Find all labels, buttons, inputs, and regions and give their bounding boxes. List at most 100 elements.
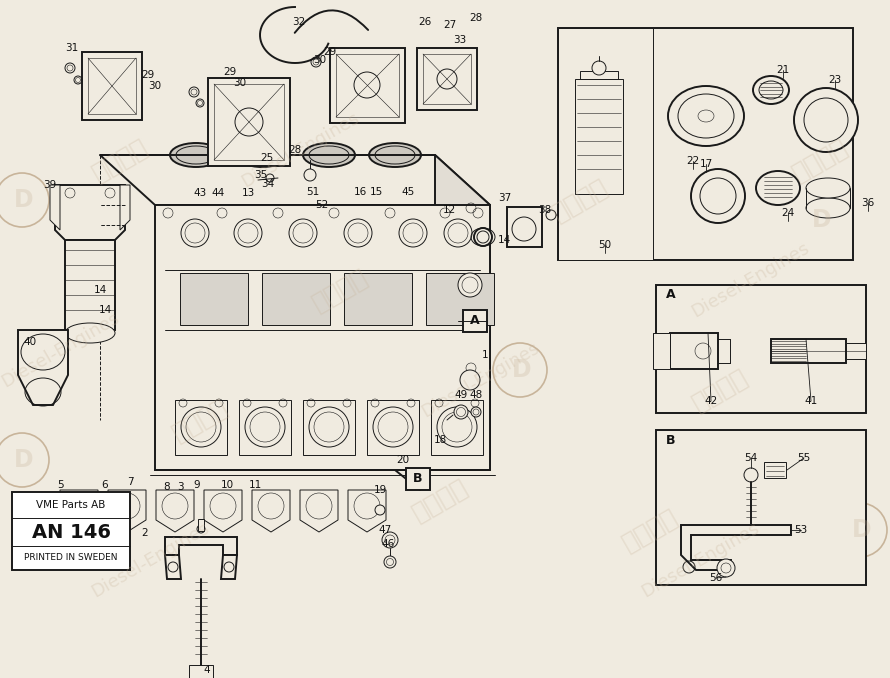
Polygon shape [300,490,338,532]
Text: 16: 16 [353,187,367,197]
Bar [423,54,471,104]
Polygon shape [670,333,718,369]
Polygon shape [100,155,490,205]
Text: 7: 7 [126,477,134,487]
Text: 4: 4 [204,665,210,675]
Text: 5: 5 [57,480,63,490]
Text: 45: 45 [401,187,415,197]
Text: 49: 49 [455,390,467,400]
Circle shape [234,219,262,247]
Circle shape [309,407,349,447]
Circle shape [546,210,556,220]
Text: 38: 38 [538,205,552,215]
Text: 29: 29 [323,47,336,57]
Text: 33: 33 [453,35,466,45]
Text: D: D [813,208,832,232]
Text: 44: 44 [212,188,224,198]
Text: Diesel-Engines: Diesel-Engines [638,519,762,601]
Text: 1: 1 [481,350,489,360]
Bar [580,71,618,79]
Text: D: D [14,448,34,472]
Polygon shape [413,483,420,490]
Circle shape [382,532,398,548]
Bar [426,273,494,325]
Circle shape [245,407,285,447]
Polygon shape [55,185,125,240]
Text: 31: 31 [65,43,78,53]
Bar [558,28,853,260]
Ellipse shape [678,94,734,138]
Text: 25: 25 [261,153,273,163]
Bar [344,273,412,325]
Bar [771,339,846,363]
Text: 紫发动力: 紫发动力 [408,475,472,525]
Text: D: D [512,358,532,382]
Text: D: D [853,518,872,542]
Text: 51: 51 [306,187,320,197]
Circle shape [375,505,385,515]
Circle shape [289,219,317,247]
Bar [12,492,130,570]
Text: B: B [666,433,676,447]
Text: 紫发动力: 紫发动力 [548,175,612,225]
Circle shape [794,88,858,152]
Bar [189,665,213,678]
Text: 13: 13 [241,188,255,198]
Text: 28: 28 [469,13,482,23]
Text: Diesel-Engines: Diesel-Engines [688,239,813,321]
Text: Diesel-Engines: Diesel-Engines [238,109,362,191]
Text: 30: 30 [233,78,247,88]
Text: 8: 8 [164,482,170,492]
Text: 紫发动力: 紫发动力 [788,135,852,185]
Circle shape [744,468,758,482]
Bar [336,54,399,117]
Text: 17: 17 [700,159,713,169]
Bar [575,79,623,194]
Bar [330,48,405,123]
Bar [431,400,483,455]
Text: 2: 2 [142,528,149,538]
Circle shape [399,219,427,247]
Bar [653,333,670,369]
Ellipse shape [170,143,222,167]
Bar [656,285,866,413]
Text: 52: 52 [315,200,328,210]
Circle shape [691,169,745,223]
Text: 56: 56 [709,573,723,583]
Text: 47: 47 [378,525,392,535]
Text: 43: 43 [193,188,206,198]
Text: 30: 30 [313,55,327,65]
Text: 紫发动力: 紫发动力 [618,504,682,555]
Text: VME Parts AB: VME Parts AB [36,500,106,510]
Circle shape [444,219,472,247]
Text: 27: 27 [443,20,457,30]
Circle shape [592,61,606,75]
Text: D: D [14,188,34,212]
Text: 37: 37 [498,193,512,203]
Text: Diesel-Engines: Diesel-Engines [88,519,212,601]
Bar [175,400,227,455]
Ellipse shape [369,143,421,167]
Text: 6: 6 [101,480,109,490]
Circle shape [458,273,482,297]
Polygon shape [348,490,386,532]
Text: 50: 50 [598,240,611,250]
Text: AN 146: AN 146 [31,523,110,542]
Bar [507,207,542,247]
Text: 10: 10 [221,480,233,490]
Polygon shape [165,555,181,579]
Text: B: B [413,473,423,485]
Bar [208,78,290,166]
Bar [406,468,430,490]
Text: 14: 14 [99,305,111,315]
Text: 15: 15 [369,187,383,197]
Text: 紫发动力: 紫发动力 [168,395,232,445]
Text: A: A [666,289,676,302]
Bar [463,310,487,332]
Circle shape [437,407,477,447]
Text: 46: 46 [382,539,394,549]
Text: PRINTED IN SWEDEN: PRINTED IN SWEDEN [24,553,117,561]
Bar [239,400,291,455]
Ellipse shape [753,76,789,104]
Bar [558,28,653,260]
